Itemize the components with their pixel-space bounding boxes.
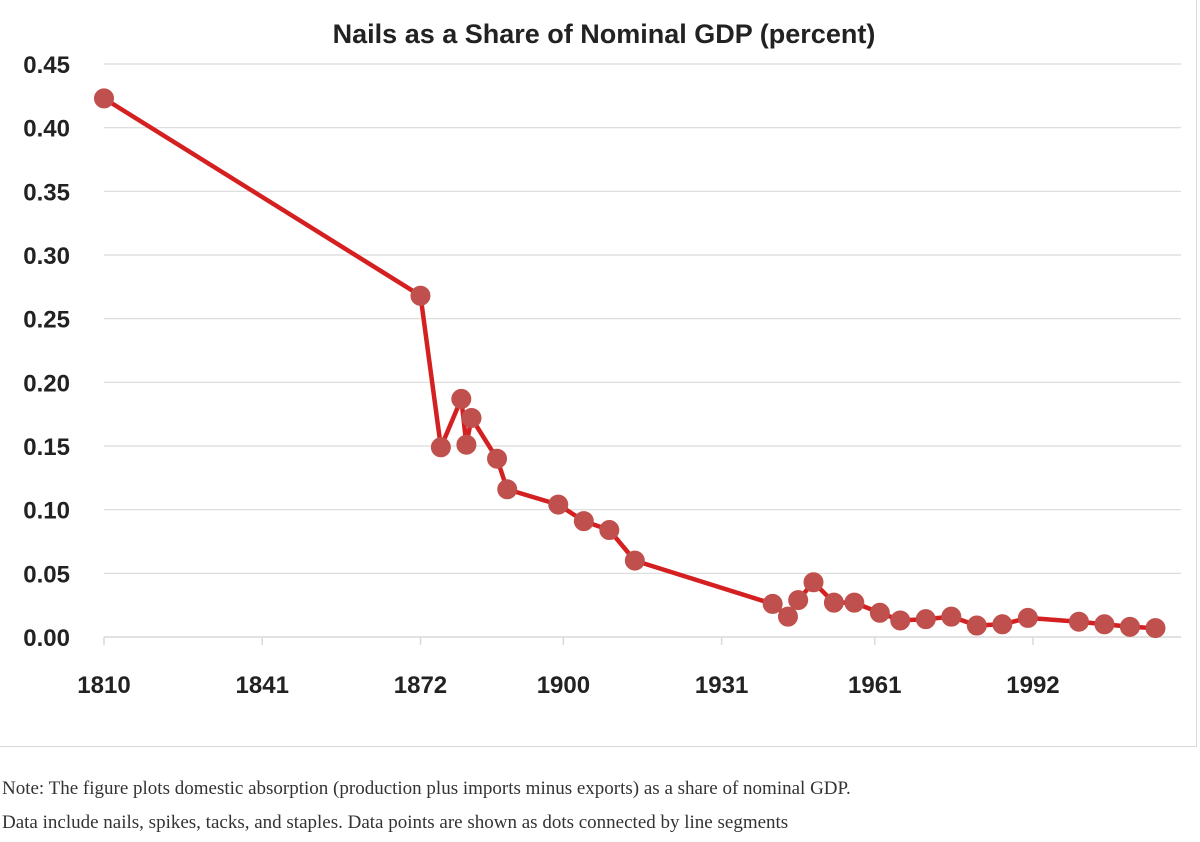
chart-title: Nails as a Share of Nominal GDP (percent… <box>333 19 876 49</box>
gridlines <box>104 63 1181 574</box>
data-point <box>762 593 783 614</box>
data-point <box>915 609 936 630</box>
data-point <box>844 592 865 613</box>
series-layer <box>101 96 1158 631</box>
data-point <box>94 88 114 109</box>
x-tick-label: 1961 <box>848 672 901 699</box>
y-tick-label: 0.30 <box>23 243 70 270</box>
x-tick-label: 1992 <box>1006 672 1059 699</box>
data-point <box>777 606 798 627</box>
y-tick-label: 0.00 <box>23 625 70 652</box>
data-point <box>599 520 620 541</box>
data-point <box>456 434 477 455</box>
y-tick-label: 0.40 <box>23 116 70 143</box>
data-point <box>992 614 1013 635</box>
data-point <box>548 494 569 515</box>
line-chart: Nails as a Share of Nominal GDP (percent… <box>23 19 1181 699</box>
y-tick-label: 0.35 <box>23 179 70 206</box>
data-points <box>94 88 1166 639</box>
data-point <box>869 602 890 623</box>
x-tick-label: 1900 <box>537 672 590 699</box>
data-point <box>1119 616 1140 637</box>
data-point <box>1017 607 1038 628</box>
data-point <box>430 437 451 458</box>
data-point <box>487 448 508 469</box>
series-line <box>101 96 1158 631</box>
data-point <box>788 590 809 611</box>
data-point <box>966 615 987 636</box>
x-tick-label: 1841 <box>236 672 289 699</box>
y-axis-tick-labels: 0.45 0.40 0.35 0.30 0.25 0.20 0.15 0.10 0.05 0.00 <box>23 52 70 652</box>
data-point <box>803 572 824 593</box>
data-point <box>941 606 962 627</box>
x-tick-label: 1931 <box>695 672 748 699</box>
data-point <box>823 592 844 613</box>
data-point <box>410 285 431 306</box>
data-point <box>1068 611 1089 632</box>
x-axis-tick-labels: 1810 1841 1872 1900 1931 1961 1992 <box>77 672 1059 699</box>
y-tick-label: 0.25 <box>23 307 70 334</box>
data-point <box>451 388 472 409</box>
x-tick-label: 1872 <box>394 672 447 699</box>
data-point <box>624 550 645 571</box>
y-tick-label: 0.45 <box>23 52 70 79</box>
data-point <box>890 610 911 631</box>
y-tick-label: 0.05 <box>23 561 70 588</box>
data-point <box>461 407 482 428</box>
data-point <box>1094 614 1115 635</box>
x-tick-label: 1810 <box>77 672 130 699</box>
data-point <box>497 479 518 500</box>
data-point <box>573 511 594 532</box>
y-tick-label: 0.15 <box>23 434 70 461</box>
note-line-1: Note: The figure plots domestic absorpti… <box>2 778 851 799</box>
note-line-2: Data include nails, spikes, tacks, and s… <box>2 812 789 833</box>
y-tick-label: 0.20 <box>23 370 70 397</box>
figure-note: Note: The figure plots domestic absorpti… <box>2 772 1192 840</box>
y-tick-label: 0.10 <box>23 498 70 525</box>
data-point <box>1145 618 1166 639</box>
x-axis <box>103 636 1181 645</box>
